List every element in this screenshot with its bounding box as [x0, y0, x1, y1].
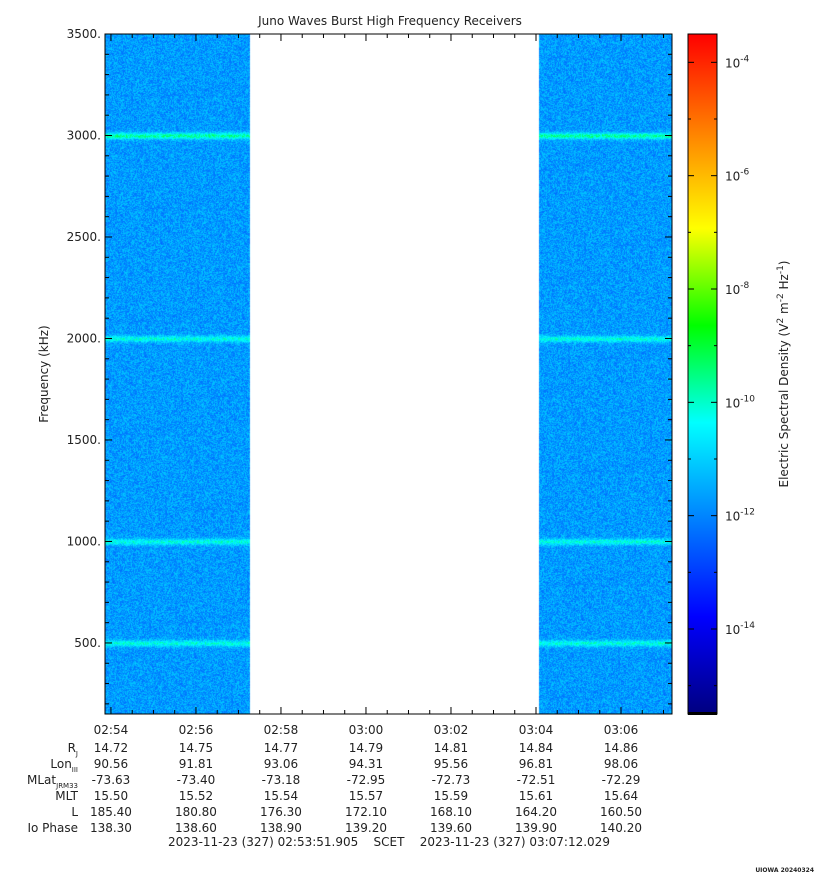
- time-range-footer: 2023-11-23 (327) 02:53:51.905 SCET 2023-…: [168, 835, 610, 849]
- x-tick-label: 03:00: [349, 723, 384, 737]
- ephemeris-value: 139.90: [515, 821, 557, 835]
- y-tick-label: 1500.: [67, 433, 101, 447]
- ephemeris-row-label: MLatJRM33: [27, 773, 78, 790]
- colorbar-scale: [687, 33, 718, 715]
- x-tick-label: 02:54: [94, 723, 129, 737]
- ephemeris-value: 140.20: [600, 821, 642, 835]
- ephemeris-value: 95.56: [434, 757, 468, 771]
- ephemeris-row-label: L: [71, 805, 78, 819]
- ephemeris-value: -73.40: [177, 773, 216, 787]
- chart-title: Juno Waves Burst High Frequency Receiver…: [257, 14, 522, 28]
- ephemeris-value: 172.10: [345, 805, 387, 819]
- ephemeris-value: 185.40: [90, 805, 132, 819]
- ephemeris-value: 138.60: [175, 821, 217, 835]
- y-tick-label: 3000.: [67, 128, 101, 142]
- x-tick-label: 02:58: [264, 723, 299, 737]
- ephemeris-value: 139.60: [430, 821, 472, 835]
- ephemeris-row-label: LonIII: [50, 757, 78, 774]
- y-axis: 500. 1000. 1500. 2000. 2500. 3000. 3500.: [67, 27, 672, 705]
- spectrogram-data: [105, 34, 672, 714]
- ephemeris-value: 15.57: [349, 789, 383, 803]
- ephemeris-value: -72.95: [347, 773, 386, 787]
- colorbar-tick-label: 10-12: [725, 508, 755, 524]
- ephemeris-row-label: MLT: [55, 789, 78, 803]
- x-axis: 02:54 02:56 02:58 03:00 03:02 03:04 03:06: [94, 34, 664, 737]
- ephemeris-value: 15.64: [604, 789, 638, 803]
- ephemeris-value: -73.63: [92, 773, 131, 787]
- ephemeris-value: 98.06: [604, 757, 638, 771]
- ephemeris-value: -72.73: [432, 773, 471, 787]
- ephemeris-value: 138.30: [90, 821, 132, 835]
- x-tick-label: 03:04: [519, 723, 554, 737]
- ephemeris-value: 14.86: [604, 741, 638, 755]
- ephemeris-table: RJ 14.72 14.75 14.77 14.79 14.81 14.84 14.86 Lon…: [27, 741, 642, 835]
- ephemeris-value: 139.20: [345, 821, 387, 835]
- ephemeris-value: 14.84: [519, 741, 553, 755]
- colorbar-underflow: [688, 712, 717, 715]
- ephemeris-value: 14.81: [434, 741, 468, 755]
- ephemeris-value: 91.81: [179, 757, 213, 771]
- ephemeris-value: 15.61: [519, 789, 553, 803]
- ephemeris-value: 15.50: [94, 789, 128, 803]
- y-tick-label: 1000.: [67, 534, 101, 548]
- ephemeris-value: 164.20: [515, 805, 557, 819]
- y-tick-label: 2000.: [67, 331, 101, 345]
- colorbar-label: Electric Spectral Density (V2 m-2 Hz-1): [776, 260, 791, 487]
- spectrogram-image: [105, 34, 672, 714]
- colorbar-tick-label: 10-4: [725, 54, 750, 70]
- colorbar-tick-label: 10-10: [725, 394, 755, 410]
- y-tick-label: 3500.: [67, 27, 101, 41]
- y-tick-label: 500.: [74, 636, 101, 650]
- ephemeris-value: -72.51: [517, 773, 556, 787]
- plot-border: [104, 33, 673, 715]
- ephemeris-row-label: RJ: [68, 741, 78, 758]
- ephemeris-value: 94.31: [349, 757, 383, 771]
- ephemeris-value: 180.80: [175, 805, 217, 819]
- ephemeris-value: 15.54: [264, 789, 298, 803]
- ephemeris-value: 176.30: [260, 805, 302, 819]
- ephemeris-value: 14.79: [349, 741, 383, 755]
- colorbar-tick-label: 10-14: [725, 621, 755, 637]
- ephemeris-row-label: Io Phase: [27, 821, 78, 835]
- x-tick-label: 03:06: [604, 723, 639, 737]
- colorbar-tick-label: 10-6: [725, 168, 750, 184]
- colorbar-tick-label: 10-8: [725, 281, 750, 297]
- ephemeris-value: 90.56: [94, 757, 128, 771]
- ephemeris-value: 14.72: [94, 741, 128, 755]
- ephemeris-value: 14.75: [179, 741, 213, 755]
- plot-frame: [104, 33, 673, 715]
- y-axis-label: Frequency (kHz): [37, 325, 51, 422]
- ephemeris-value: 96.81: [519, 757, 553, 771]
- ephemeris-value: 93.06: [264, 757, 298, 771]
- watermark: UIOWA 20240324: [755, 867, 814, 874]
- ephemeris-value: 14.77: [264, 741, 298, 755]
- ephemeris-value: 160.50: [600, 805, 642, 819]
- ephemeris-value: -72.29: [602, 773, 641, 787]
- ephemeris-value: -73.18: [262, 773, 301, 787]
- x-tick-label: 02:56: [179, 723, 214, 737]
- y-tick-label: 2500.: [67, 230, 101, 244]
- ephemeris-value: 15.52: [179, 789, 213, 803]
- x-tick-label: 03:02: [434, 723, 469, 737]
- colorbar: 10-14 10-12 10-10 10-8 10-6 10-4: [687, 33, 755, 715]
- ephemeris-value: 168.10: [430, 805, 472, 819]
- ephemeris-value: 15.59: [434, 789, 468, 803]
- ephemeris-value: 138.90: [260, 821, 302, 835]
